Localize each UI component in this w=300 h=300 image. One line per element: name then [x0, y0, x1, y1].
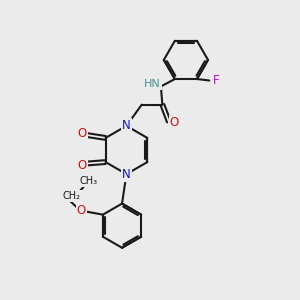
- Text: O: O: [77, 158, 87, 172]
- Text: N: N: [122, 119, 131, 132]
- Text: CH₂: CH₂: [63, 191, 81, 201]
- Text: CH₃: CH₃: [79, 176, 97, 186]
- Text: HN: HN: [144, 79, 161, 89]
- Text: O: O: [77, 204, 86, 217]
- Text: O: O: [77, 127, 87, 140]
- Text: N: N: [122, 168, 131, 181]
- Text: F: F: [212, 74, 219, 87]
- Text: O: O: [169, 116, 179, 129]
